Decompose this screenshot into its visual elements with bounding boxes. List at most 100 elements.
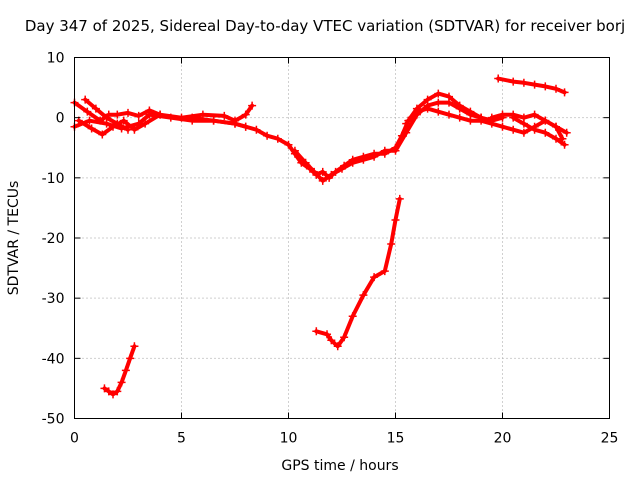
axis-ticks: 0 5 10 15 20 25 -50 -40 -30 -20 -10 0 10 bbox=[42, 51, 619, 447]
data-point bbox=[231, 119, 239, 128]
data-point bbox=[380, 267, 389, 276]
x-tick-label: 5 bbox=[177, 431, 186, 447]
data-point bbox=[380, 146, 389, 155]
data-point bbox=[412, 107, 421, 116]
data-point bbox=[519, 119, 528, 128]
data-point bbox=[145, 110, 154, 119]
y-tick-label: -40 bbox=[42, 351, 65, 367]
data-point bbox=[126, 354, 135, 363]
data-point bbox=[387, 240, 396, 249]
data-point bbox=[509, 125, 518, 134]
data-point bbox=[498, 110, 507, 119]
data-point bbox=[121, 366, 130, 375]
data-point bbox=[519, 128, 528, 137]
data-point bbox=[519, 78, 528, 87]
y-tick-label: -30 bbox=[42, 291, 65, 307]
data-point bbox=[552, 84, 560, 93]
data-point bbox=[301, 158, 310, 167]
data-point bbox=[134, 111, 143, 120]
data-point bbox=[209, 116, 218, 125]
data-point bbox=[530, 80, 539, 89]
data-point bbox=[455, 113, 464, 122]
x-tick-label: 10 bbox=[280, 431, 298, 447]
data-point bbox=[141, 119, 150, 128]
series-arc-10 bbox=[496, 76, 567, 95]
data-point bbox=[273, 134, 282, 143]
data-point bbox=[560, 140, 569, 149]
data-point bbox=[423, 104, 432, 113]
data-point bbox=[477, 116, 486, 125]
x-tick-label: 20 bbox=[494, 431, 512, 447]
series-arc-12 bbox=[314, 196, 402, 349]
data-point bbox=[338, 164, 346, 173]
data-point bbox=[434, 89, 443, 98]
data-point bbox=[323, 330, 332, 339]
data-point bbox=[98, 130, 107, 139]
data-point bbox=[117, 378, 126, 387]
data-point bbox=[109, 122, 118, 131]
series-arc-9 bbox=[511, 115, 567, 147]
series-arc-7 bbox=[404, 106, 565, 141]
data-point bbox=[188, 113, 197, 122]
data-point bbox=[81, 95, 90, 104]
data-point bbox=[113, 110, 122, 119]
data-point bbox=[552, 122, 560, 131]
data-series-layer bbox=[70, 74, 571, 399]
data-point bbox=[348, 312, 357, 321]
x-tick-label: 25 bbox=[601, 431, 619, 447]
data-point bbox=[113, 387, 122, 396]
data-point bbox=[113, 119, 122, 128]
data-point bbox=[91, 104, 100, 113]
data-point bbox=[562, 128, 571, 137]
data-point bbox=[284, 140, 293, 149]
data-point bbox=[318, 176, 327, 185]
data-point bbox=[530, 125, 539, 134]
x-tick-label: 15 bbox=[387, 431, 405, 447]
data-point bbox=[509, 77, 518, 86]
data-point bbox=[509, 113, 518, 122]
data-point bbox=[124, 108, 132, 117]
data-point bbox=[391, 215, 400, 224]
data-point bbox=[348, 158, 357, 167]
data-point bbox=[220, 111, 229, 120]
y-tick-label: -50 bbox=[42, 412, 65, 428]
data-point bbox=[402, 128, 411, 137]
data-point bbox=[166, 113, 175, 122]
data-point bbox=[359, 291, 368, 300]
data-point bbox=[391, 146, 400, 155]
data-point bbox=[252, 125, 261, 134]
y-tick-label: -10 bbox=[42, 171, 65, 187]
chart-title: Day 347 of 2025, Sidereal Day-to-day VTE… bbox=[25, 17, 625, 35]
data-point bbox=[318, 167, 327, 176]
x-axis-label: GPS time / hours bbox=[281, 458, 398, 474]
data-point bbox=[370, 152, 379, 161]
data-point bbox=[290, 146, 299, 155]
data-point bbox=[83, 107, 92, 116]
y-tick-label: 10 bbox=[47, 51, 65, 67]
data-point bbox=[466, 116, 475, 125]
y-tick-label: 0 bbox=[56, 111, 65, 127]
data-point bbox=[85, 116, 94, 125]
series-arc-11 bbox=[102, 344, 137, 397]
data-point bbox=[359, 155, 368, 164]
data-point bbox=[445, 110, 453, 119]
data-point bbox=[248, 101, 257, 110]
data-point bbox=[560, 88, 569, 97]
data-point bbox=[340, 333, 349, 342]
data-point bbox=[327, 336, 336, 345]
data-point bbox=[445, 98, 453, 107]
data-point bbox=[109, 390, 118, 399]
data-point bbox=[530, 110, 539, 119]
data-point bbox=[455, 104, 464, 113]
data-point bbox=[102, 113, 111, 122]
data-point bbox=[310, 167, 319, 176]
data-point bbox=[333, 342, 342, 351]
data-point bbox=[541, 82, 550, 91]
data-point bbox=[498, 122, 507, 131]
data-point bbox=[130, 342, 139, 351]
data-point bbox=[156, 110, 165, 119]
data-point bbox=[494, 74, 503, 83]
data-point bbox=[327, 170, 336, 179]
data-point bbox=[241, 110, 250, 119]
